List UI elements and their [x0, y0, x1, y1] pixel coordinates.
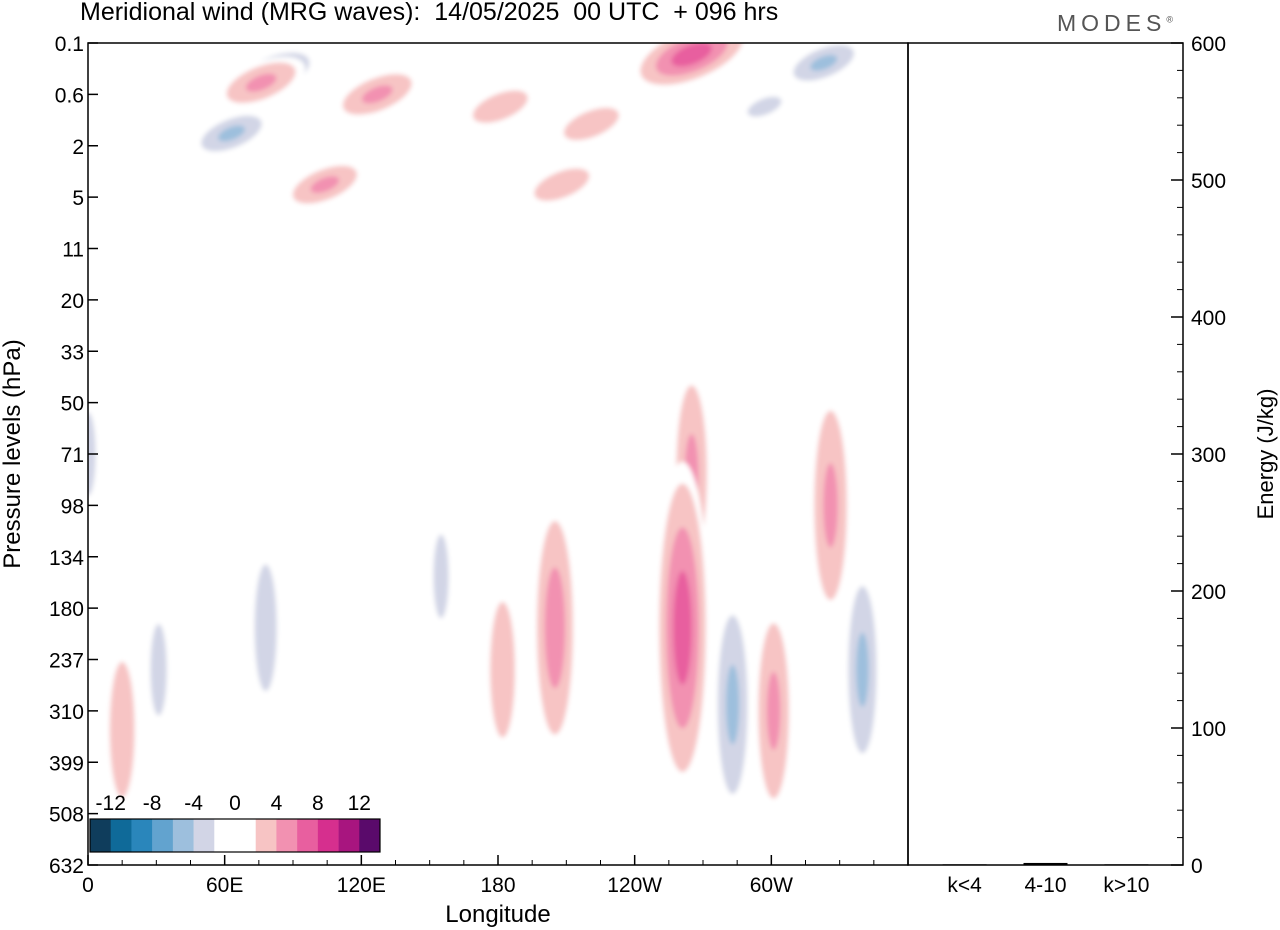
y-tick-label: 310 — [49, 701, 84, 724]
y-tick-label: 33 — [61, 341, 84, 364]
y-tick-label: 71 — [61, 444, 84, 467]
y-tick-label: 20 — [61, 290, 84, 313]
contour-16-6 — [676, 592, 689, 663]
contour-20-2 — [150, 623, 167, 716]
contour-2-3 — [245, 73, 277, 92]
y-tick-label: 11 — [62, 239, 84, 262]
colorbar-tick-label: -8 — [143, 792, 162, 815]
contour-3-3 — [361, 85, 393, 104]
y-tick-label: 632 — [49, 855, 84, 878]
colorbar-swatch — [338, 819, 360, 852]
energy-bars: k<4 4-10 k>10 — [942, 862, 1149, 897]
y-tick-label: 98 — [61, 495, 84, 518]
colorbar-swatch — [317, 819, 339, 852]
energy-bar — [1104, 864, 1149, 866]
colorbar: -12 -8 -4 0 4 8 12 — [89, 792, 381, 853]
colorbar-tick-label: 8 — [312, 792, 324, 815]
energy-tick-label: 500 — [1191, 170, 1226, 193]
contour-18-3 — [766, 671, 781, 750]
x-tick-label: 180 — [480, 874, 515, 897]
contour-7-6 — [679, 47, 705, 62]
contour-13-3 — [258, 588, 273, 667]
energy-tick-label: 400 — [1191, 307, 1226, 330]
colorbar-tick-label: 0 — [229, 792, 241, 815]
colorbar-swatch — [90, 819, 112, 852]
colorbar-swatch — [359, 819, 381, 852]
energy-tick-label: 200 — [1191, 581, 1226, 604]
colorbar-swatch — [214, 819, 236, 852]
y-tick-label: 508 — [49, 804, 84, 827]
pressure-axis: 0.1 0.6 2 5 11 20 33 50 71 98 134 180 237 310 399 508 63… — [49, 33, 98, 878]
x-tick-label: 120W — [607, 874, 662, 897]
contour-12-3 — [823, 463, 838, 548]
energy-tick-label: 0 — [1191, 855, 1203, 878]
contour-21-2 — [114, 687, 130, 772]
energy-category-label: 4-10 — [1024, 874, 1066, 897]
energy-bar — [942, 864, 987, 866]
contour-15-4 — [548, 590, 562, 665]
registered-mark: ® — [1166, 14, 1173, 25]
contour-14-2 — [433, 534, 449, 619]
y-tick-label: 5 — [72, 187, 84, 210]
colorbar-swatch — [110, 819, 132, 852]
y-tick-label: 0.6 — [55, 84, 84, 107]
contour-6-2 — [574, 114, 609, 134]
colorbar-swatch — [235, 819, 257, 852]
colorbar-swatch — [193, 819, 215, 852]
contour-8-4 — [810, 54, 838, 71]
y-axis-label: Pressure levels (hPa) — [0, 339, 26, 568]
contour-5-2 — [483, 96, 518, 117]
energy-tick-label: 100 — [1191, 718, 1226, 741]
energy-axis-label: Energy (J/kg) — [1253, 389, 1278, 520]
x-tick-label: 60E — [206, 874, 243, 897]
x-tick-label: 120E — [337, 874, 386, 897]
contour-19-4 — [856, 632, 869, 707]
y-tick-label: 237 — [49, 650, 84, 673]
colorbar-swatch — [172, 819, 194, 852]
energy-bar — [1023, 862, 1068, 865]
chart-title: Meridional wind (MRG waves): 14/05/2025 … — [80, 0, 779, 26]
contour-22-2 — [494, 627, 511, 712]
y-tick-label: 399 — [49, 752, 84, 775]
y-tick-label: 180 — [49, 598, 84, 621]
colorbar-swatch — [297, 819, 319, 852]
colorbar-swatch — [131, 819, 153, 852]
contour-9-2 — [747, 96, 782, 117]
y-tick-label: 134 — [49, 547, 84, 570]
modes-logo: MODES® — [1057, 10, 1173, 37]
colorbar-tick-label: -12 — [96, 792, 126, 815]
energy-tick-label: 600 — [1191, 33, 1226, 56]
x-tick-label: 0 — [82, 874, 94, 897]
colorbar-swatch — [152, 819, 174, 852]
y-tick-label: 50 — [61, 393, 84, 416]
contour-10-2 — [544, 174, 579, 195]
logo-text: MODES — [1057, 10, 1167, 36]
colorbar-tick-label: -4 — [184, 792, 203, 815]
colorbar-tick-label: 12 — [348, 792, 371, 815]
colorbar-swatch — [255, 819, 277, 852]
energy-category-label: k<4 — [947, 874, 982, 897]
energy-axis: 0 100 200 300 400 500 600 — [1171, 33, 1226, 878]
x-axis-label: Longitude — [445, 901, 550, 928]
energy-panel-frame — [907, 42, 1184, 866]
energy-category-label: k>10 — [1103, 874, 1149, 897]
x-tick-label: 60W — [750, 874, 793, 897]
wind-contours — [88, 43, 885, 844]
y-tick-label: 2 — [72, 136, 84, 159]
colorbar-tick-label: 4 — [271, 792, 283, 815]
energy-tick-label: 300 — [1191, 444, 1226, 467]
contour-1-4 — [218, 125, 245, 142]
colorbar-swatch — [276, 819, 298, 852]
longitude-axis: 0 60E 120E 180 120W 60W — [82, 855, 875, 897]
colorbar-frame — [89, 818, 381, 853]
contour-4-3 — [310, 176, 340, 194]
y-tick-label: 0.1 — [55, 33, 84, 56]
contour-17-4 — [725, 664, 740, 745]
